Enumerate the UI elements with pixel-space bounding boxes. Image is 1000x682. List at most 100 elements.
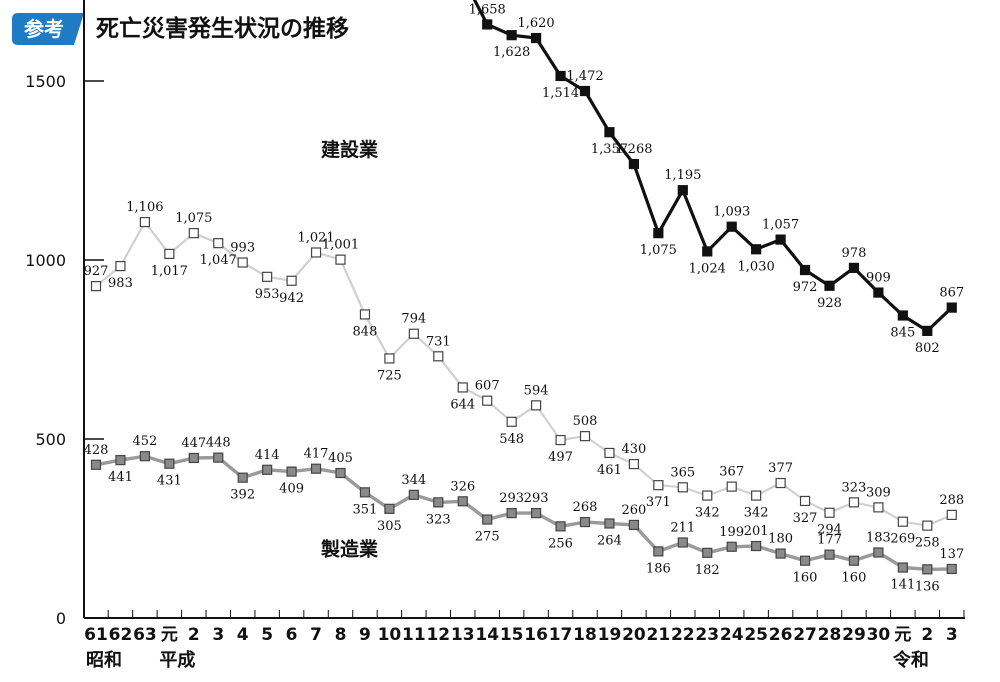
data-label: 1,628 xyxy=(493,45,530,60)
marker xyxy=(433,497,444,508)
badge-label: 参考 xyxy=(24,17,64,41)
marker xyxy=(506,508,517,519)
data-label: 1,075 xyxy=(640,243,677,258)
marker xyxy=(408,328,419,339)
marker xyxy=(799,264,811,276)
marker xyxy=(115,260,126,272)
marker xyxy=(946,302,957,313)
data-label: 927 xyxy=(84,264,109,279)
marker xyxy=(555,521,566,532)
badge-shape xyxy=(12,13,84,45)
marker xyxy=(262,464,273,475)
data-label: 607 xyxy=(475,379,500,394)
data-label: 953 xyxy=(255,287,280,302)
x-tick-label: 29 xyxy=(842,625,866,645)
data-label: 201 xyxy=(744,524,769,539)
marker xyxy=(530,508,542,519)
x-tick-label: 2 xyxy=(921,625,933,645)
marker xyxy=(335,254,346,265)
marker xyxy=(237,257,248,268)
data-label: 268 xyxy=(573,500,598,515)
marker xyxy=(775,477,786,489)
data-label: 1,195 xyxy=(664,168,701,183)
x-tick-label: 9 xyxy=(359,625,371,645)
data-label: 256 xyxy=(548,536,573,551)
data-label: 180 xyxy=(768,532,793,547)
x-tick-label: 13 xyxy=(451,625,475,645)
data-label: 928 xyxy=(817,296,842,311)
data-label: 1,001 xyxy=(322,238,359,253)
data-label: 258 xyxy=(915,536,940,551)
data-label: 1,047 xyxy=(200,253,237,268)
x-tick-label: 24 xyxy=(720,625,744,645)
marker xyxy=(213,452,224,463)
marker xyxy=(90,281,102,292)
data-label: 993 xyxy=(230,241,255,256)
x-tick-label: 21 xyxy=(647,625,671,645)
data-label: 1,021 xyxy=(297,230,334,245)
data-label: 177 xyxy=(817,533,842,548)
x-tick-label: 3 xyxy=(946,625,958,645)
marker xyxy=(628,158,640,170)
x-tick-label: 30 xyxy=(867,625,891,645)
marker xyxy=(335,467,346,479)
data-label: 845 xyxy=(890,325,915,340)
data-label: 327 xyxy=(793,511,818,526)
x-tick-label: 22 xyxy=(671,625,695,645)
marker xyxy=(922,325,933,336)
x-tick-label: 61 xyxy=(84,625,108,645)
era-label: 令和 xyxy=(892,649,929,671)
marker xyxy=(726,481,737,492)
marker xyxy=(702,246,713,257)
data-label: 260 xyxy=(621,503,646,518)
data-label: 199 xyxy=(719,525,744,540)
data-label: 351 xyxy=(353,502,378,517)
era-label: 平成 xyxy=(159,649,195,671)
data-label: 405 xyxy=(328,451,353,466)
series-names: 全産業建設業製造業 xyxy=(320,138,379,560)
data-label: 160 xyxy=(842,571,867,586)
marker xyxy=(751,540,762,552)
data-label: 848 xyxy=(353,324,378,339)
data-label: 448 xyxy=(206,436,231,451)
data-label: 183 xyxy=(866,530,891,545)
marker xyxy=(506,416,517,427)
marker xyxy=(628,519,640,531)
data-label: 294 xyxy=(817,523,842,538)
marker xyxy=(799,555,811,566)
data-label: 731 xyxy=(426,334,451,349)
marker xyxy=(848,555,860,566)
x-tick-label: 2 xyxy=(188,625,200,645)
marker xyxy=(286,275,297,286)
marker xyxy=(922,564,933,575)
marker xyxy=(457,382,468,393)
marker xyxy=(530,32,542,44)
data-label: 367 xyxy=(719,465,744,480)
marker xyxy=(897,516,908,527)
marker xyxy=(726,541,737,552)
marker xyxy=(555,70,566,82)
data-label: 186 xyxy=(646,561,671,576)
data-label: 344 xyxy=(401,473,426,488)
marker xyxy=(604,447,615,459)
data-label: 323 xyxy=(842,480,867,495)
data-label: 548 xyxy=(499,432,524,447)
data-label: 211 xyxy=(670,520,695,535)
x-tick-label: 7 xyxy=(310,625,322,645)
data-label: 160 xyxy=(793,571,818,586)
marker xyxy=(824,549,835,560)
data-label: 326 xyxy=(450,479,475,494)
marker xyxy=(579,85,591,97)
data-label: 978 xyxy=(842,246,867,261)
data-label: 309 xyxy=(866,485,891,500)
marker xyxy=(946,563,957,575)
data-label: 1,472 xyxy=(566,69,603,84)
marker xyxy=(262,271,273,282)
marker xyxy=(359,487,371,498)
marker xyxy=(506,30,517,41)
marker xyxy=(726,221,737,232)
marker xyxy=(555,434,566,446)
marker xyxy=(359,309,371,320)
data-label: 342 xyxy=(744,506,769,521)
marker xyxy=(90,459,102,470)
